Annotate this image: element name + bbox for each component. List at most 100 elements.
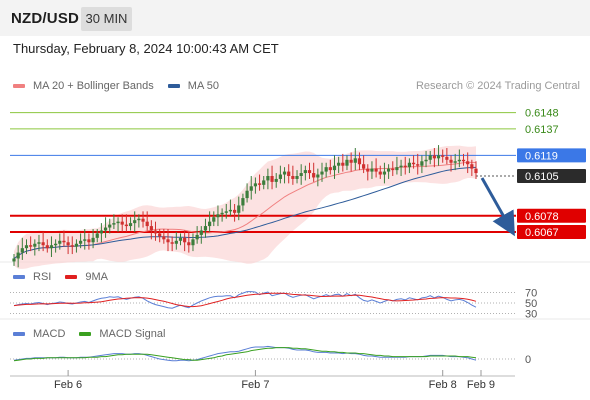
candle-body — [262, 180, 266, 185]
candle-body — [212, 217, 216, 222]
candle-body — [74, 243, 79, 247]
x-tick-label-feb-9: Feb 9 — [467, 379, 495, 391]
macd-signal-line — [13, 347, 477, 362]
candle-body — [187, 242, 191, 246]
level-label-0.6078: 0.6078 — [525, 211, 559, 223]
candle-body — [103, 227, 108, 231]
macd-signal-swatch — [79, 332, 92, 336]
level-box-0.6067 — [517, 224, 586, 239]
candle-body — [87, 239, 91, 243]
level-box-0.6119 — [517, 148, 586, 163]
macd-panel: 0 — [10, 345, 531, 366]
level-box-0.6105 — [517, 169, 586, 183]
moving-average-layer — [13, 161, 515, 259]
candle-body — [216, 214, 220, 218]
candle-body — [353, 158, 357, 163]
candle-body — [328, 167, 332, 171]
candle-body — [320, 171, 324, 175]
rsi-swatch — [13, 275, 25, 279]
macd-legend: MACD MACD Signal — [13, 328, 165, 340]
bollinger-band-layer — [14, 145, 476, 269]
candle-body — [16, 252, 20, 259]
candle-body — [124, 224, 128, 227]
candle-body — [54, 243, 58, 246]
candle-body — [174, 240, 178, 244]
candle-body — [470, 164, 474, 169]
candle-body — [299, 173, 303, 176]
candle-body — [153, 230, 158, 234]
candle-body — [162, 236, 166, 240]
candle-body — [357, 158, 362, 165]
macd-zero-label: 0 — [525, 354, 531, 366]
candle-body — [274, 178, 278, 182]
candle-body — [195, 234, 199, 240]
macd-signal-legend-label: MACD Signal — [99, 328, 166, 340]
candle-body — [224, 211, 228, 213]
ma20-swatch — [13, 84, 25, 88]
candle-body — [374, 168, 378, 172]
candle-body — [303, 170, 307, 174]
candle-body — [220, 212, 224, 215]
candle-body — [287, 171, 291, 176]
candle-body — [436, 155, 441, 159]
candle-body — [391, 168, 395, 171]
candle-body — [128, 223, 133, 227]
candle-body — [441, 155, 445, 157]
candle-body — [245, 190, 249, 199]
x-axis: Feb 6 Feb 7 Feb 8 Feb 9 — [54, 370, 495, 391]
ma50-swatch — [167, 84, 180, 88]
main-legend: MA 20 + Bollinger Bands MA 50 — [13, 80, 219, 92]
candle-body — [178, 237, 183, 241]
timestamp: Thursday, February 8, 2024 10:00:43 AM C… — [13, 41, 279, 56]
candle-body — [270, 176, 274, 182]
candle-body — [141, 218, 145, 222]
candle-body — [12, 258, 16, 262]
macd-swatch — [13, 332, 25, 336]
candle-body — [312, 173, 316, 178]
rsi-level-label-70: 70 — [525, 288, 537, 300]
x-tick-label-feb-8: Feb 8 — [429, 379, 457, 391]
rsi-legend-label: RSI — [33, 271, 52, 283]
candle-body — [362, 164, 366, 169]
chart-header: NZD/USD 30 MIN — [0, 0, 590, 36]
level-label-0.6148: 0.6148 — [525, 108, 559, 120]
candle-body — [49, 245, 54, 249]
candle-body — [191, 239, 195, 246]
candle-body — [241, 198, 245, 206]
candle-body — [199, 230, 203, 235]
candle-body — [466, 161, 470, 165]
rsi-line — [13, 291, 477, 309]
ma50-line — [13, 166, 477, 259]
candle-body — [428, 155, 432, 160]
candle-body — [378, 171, 382, 175]
rsi-level-label-30: 30 — [525, 308, 537, 320]
candle-body — [345, 159, 349, 166]
candle-body — [370, 168, 374, 172]
candle-body — [183, 237, 187, 243]
level-label-0.6105: 0.6105 — [525, 171, 559, 183]
candle-body — [78, 240, 83, 244]
candle-body — [120, 221, 124, 225]
candle-body — [461, 159, 466, 162]
candlestick-series — [12, 145, 478, 268]
timeframe-button[interactable]: 30 MIN — [81, 7, 132, 31]
candle-body — [20, 248, 24, 253]
candle-body — [62, 240, 66, 243]
candle-body — [474, 168, 478, 174]
rsi-level-label-50: 50 — [525, 298, 537, 310]
candle-body — [145, 221, 149, 227]
candle-body — [95, 233, 99, 238]
candle-body — [432, 155, 436, 159]
candle-body — [295, 176, 299, 179]
candle-body — [253, 183, 258, 187]
candle-body — [99, 230, 104, 234]
candle-body — [257, 183, 262, 185]
candle-body — [170, 242, 174, 244]
candle-body — [249, 186, 253, 191]
candle-body — [453, 161, 457, 163]
candle-body — [45, 245, 49, 249]
x-tick-label-feb-6: Feb 6 — [54, 379, 82, 391]
candle-body — [399, 165, 403, 168]
candle-body — [237, 205, 241, 213]
